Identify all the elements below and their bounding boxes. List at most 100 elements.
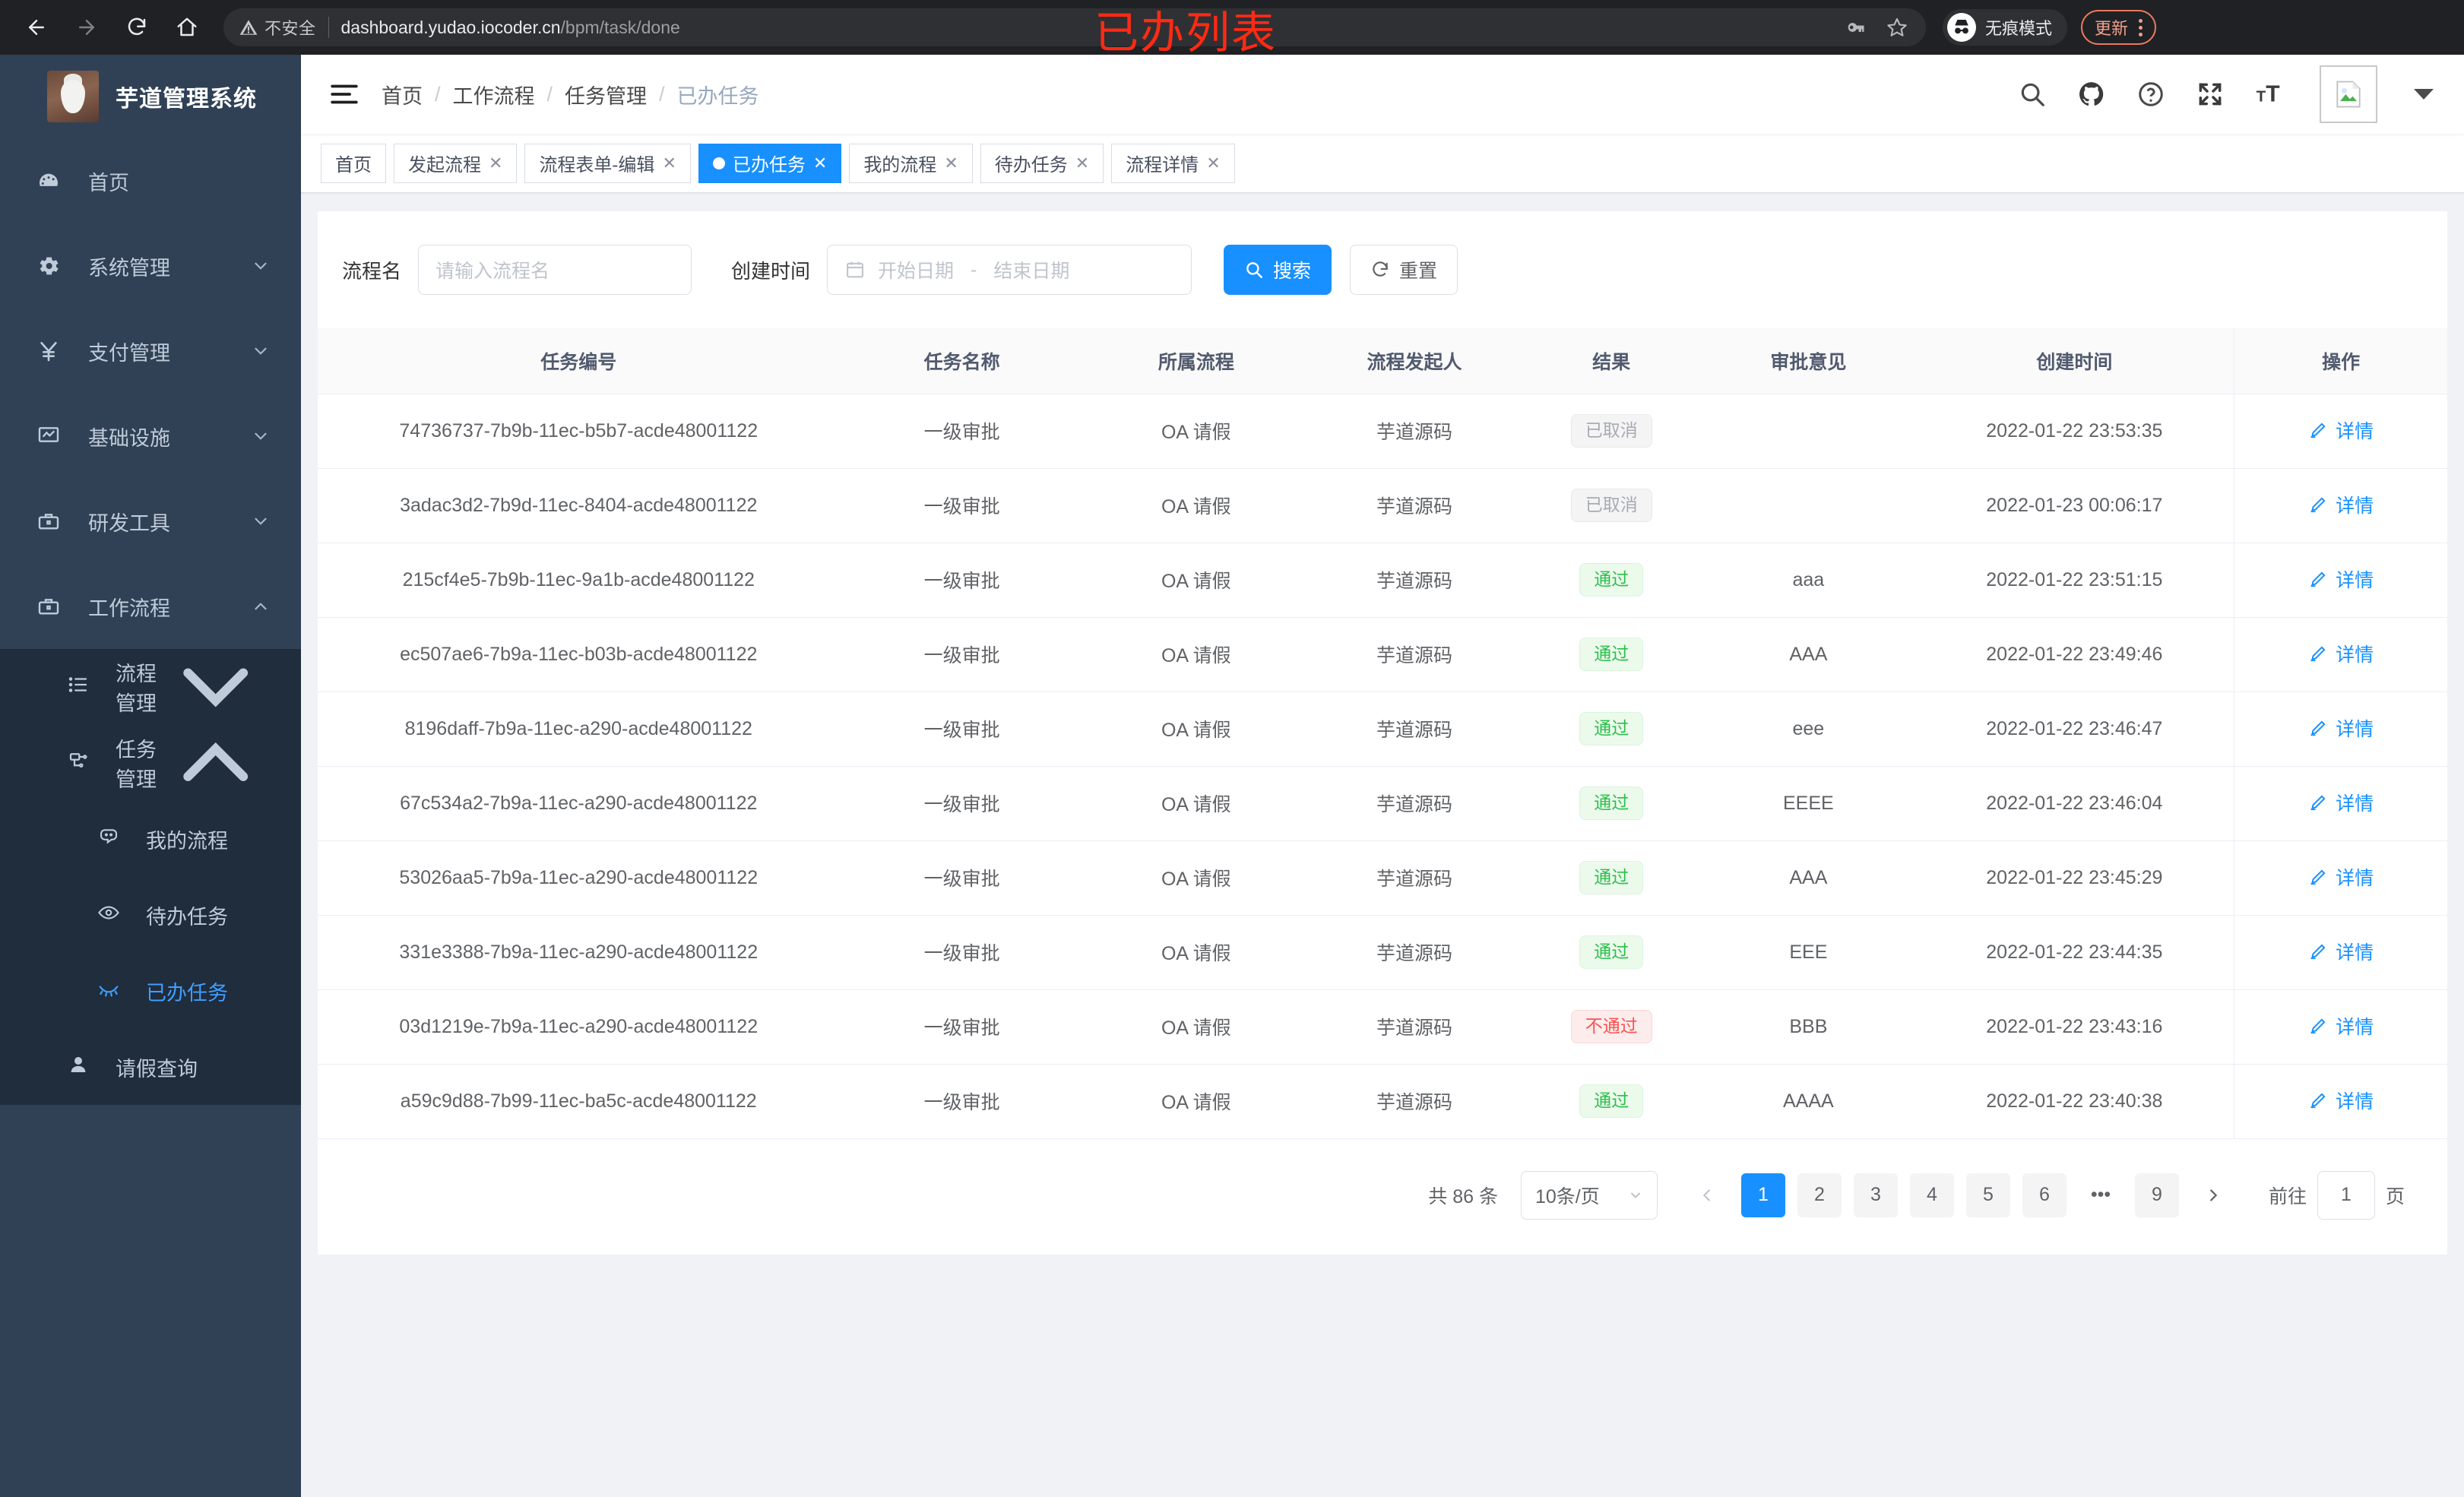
tab-process-form-edit[interactable]: 流程表单-编辑 ✕ [524,143,691,183]
sidebar-item-payment[interactable]: 支付管理 [0,309,301,394]
close-icon[interactable]: ✕ [944,153,958,172]
cell-result: 通过 [1521,617,1702,692]
home-button[interactable] [167,8,207,47]
detail-link[interactable]: 详情 [2308,416,2374,444]
process-name-input[interactable]: 请输入流程名 [418,245,692,295]
close-icon[interactable]: ✕ [812,153,828,172]
close-icon[interactable]: ✕ [1206,153,1221,172]
detail-link[interactable]: 详情 [2308,789,2374,816]
cell-process: OA 请假 [1084,989,1308,1065]
update-button[interactable]: 更新 [2081,10,2157,45]
create-time-range-input[interactable]: 开始日期 - 结束日期 [827,245,1192,295]
breadcrumb-item[interactable]: 任务管理 [565,84,648,108]
incognito-indicator[interactable]: 无痕模式 [1943,9,2068,46]
chrome-menu-icon[interactable] [2133,18,2149,36]
table-row: 53026aa5-7b9a-11ec-a290-acde48001122 一级审批… [318,840,2447,916]
close-icon[interactable]: ✕ [1075,153,1090,172]
sidebar-item-system[interactable]: 系统管理 [0,223,301,309]
chevron-down-icon[interactable] [2414,89,2434,100]
next-page-button[interactable] [2191,1173,2235,1217]
tab-todo-task[interactable]: 待办任务 ✕ [980,143,1104,183]
page-button-1[interactable]: 1 [1740,1173,1785,1217]
page-button-3[interactable]: 3 [1853,1173,1898,1217]
detail-link[interactable]: 详情 [2308,565,2374,593]
active-dot-icon [712,157,725,169]
sidebar-item-my-process[interactable]: 我的流程 [0,801,301,877]
sidebar-item-task-management[interactable]: 任务管理 [0,725,301,801]
reset-button[interactable]: 重置 [1350,245,1458,295]
breadcrumb-item[interactable]: 首页 [382,84,423,108]
status-badge: 通过 [1579,861,1644,894]
avatar[interactable] [2320,65,2377,123]
cell-initiator: 芋道源码 [1307,394,1522,469]
page-button-2[interactable]: 2 [1797,1173,1842,1217]
tab-done-task[interactable]: 已办任务 ✕ [698,143,842,183]
status-badge: 不通过 [1570,1010,1652,1043]
page-button-4[interactable]: 4 [1909,1173,1954,1217]
reload-button[interactable] [117,8,157,47]
detail-link[interactable]: 详情 [2308,938,2374,965]
detail-link[interactable]: 详情 [2308,714,2374,742]
sidebar-item-todo-task[interactable]: 待办任务 [0,877,301,953]
tab-home[interactable]: 首页 [321,143,386,183]
table-row: 3adac3d2-7b9d-11ec-8404-acde48001122 一级审批… [318,468,2447,543]
tab-my-process[interactable]: 我的流程 ✕ [849,143,973,183]
detail-link[interactable]: 详情 [2308,1012,2374,1040]
prev-page-button[interactable] [1685,1173,1729,1217]
sidebar-item-infrastructure[interactable]: 基础设施 [0,394,301,479]
cell-operation: 详情 [2234,840,2447,916]
help-icon[interactable] [2136,79,2166,109]
sidebar-logo[interactable]: 芋道管理系统 [0,55,301,138]
detail-link-label: 详情 [2336,1091,2374,1112]
hamburger-icon[interactable] [328,78,360,110]
search-button[interactable]: 搜索 [1224,245,1332,295]
forward-button[interactable] [67,8,106,47]
detail-link[interactable]: 详情 [2308,491,2374,518]
sidebar-item-home[interactable]: 首页 [0,138,301,223]
sidebar: 芋道管理系统 首页 系统管理 支付管理 基础设施 研发工具 [0,55,301,1497]
jump-input[interactable]: 1 [2317,1170,2375,1220]
warning-icon [239,20,258,35]
page-ellipsis[interactable]: ••• [2090,1184,2111,1205]
sidebar-item-leave-query[interactable]: 请假查询 [0,1029,301,1105]
page-button-6[interactable]: 6 [2022,1173,2067,1217]
sidebar-item-process-management[interactable]: 流程管理 [0,649,301,725]
bookmark-star-icon[interactable] [1886,17,1908,38]
search-icon[interactable] [2017,79,2048,109]
done-task-table: 任务编号 任务名称 所属流程 流程发起人 结果 审批意见 创建时间 操作 747… [318,328,2447,1139]
list-panel: 流程名 请输入流程名 创建时间 开始日期 - 结束日期 搜索 重置 [318,211,2447,1255]
close-icon[interactable]: ✕ [662,153,676,172]
tab-process-detail[interactable]: 流程详情 ✕ [1111,143,1235,183]
detail-link-label: 详情 [2336,421,2374,442]
column-header-opinion: 审批意见 [1702,328,1915,394]
calendar-icon [847,261,863,278]
fullscreen-icon[interactable] [2195,79,2225,109]
github-icon[interactable] [2076,79,2107,109]
page-button-5[interactable]: 5 [1965,1173,2010,1217]
page-button-9[interactable]: 9 [2134,1173,2179,1217]
cell-created: 2022-01-22 23:45:29 [1915,840,2234,916]
sidebar-item-label: 请假查询 [116,1057,198,1081]
detail-link[interactable]: 详情 [2308,1087,2374,1114]
page-size-select[interactable]: 10条/页 [1520,1170,1658,1220]
tab-start-process[interactable]: 发起流程 ✕ [394,143,518,183]
cell-operation: 详情 [2234,989,2447,1065]
cell-task-id: 74736737-7b9b-11ec-b5b7-acde48001122 [318,394,840,469]
sidebar-item-done-task[interactable]: 已办任务 [0,953,301,1029]
cell-initiator: 芋道源码 [1307,543,1522,618]
detail-link[interactable]: 详情 [2308,640,2374,667]
close-icon[interactable]: ✕ [489,153,503,172]
password-key-icon[interactable] [1845,17,1867,38]
sidebar-item-devtools[interactable]: 研发工具 [0,479,301,564]
cell-task-name: 一级审批 [839,617,1085,692]
detail-link[interactable]: 详情 [2308,863,2374,891]
toolbox-icon [36,509,70,533]
sidebar-item-workflow[interactable]: 工作流程 [0,564,301,649]
detail-link-label: 详情 [2336,868,2374,889]
address-bar[interactable]: 不安全 dashboard.yudao.iocoder.cn/bpm/task/… [223,8,1926,46]
back-button[interactable] [17,8,56,47]
breadcrumb-item[interactable]: 工作流程 [452,84,535,108]
cell-initiator: 芋道源码 [1307,692,1522,767]
